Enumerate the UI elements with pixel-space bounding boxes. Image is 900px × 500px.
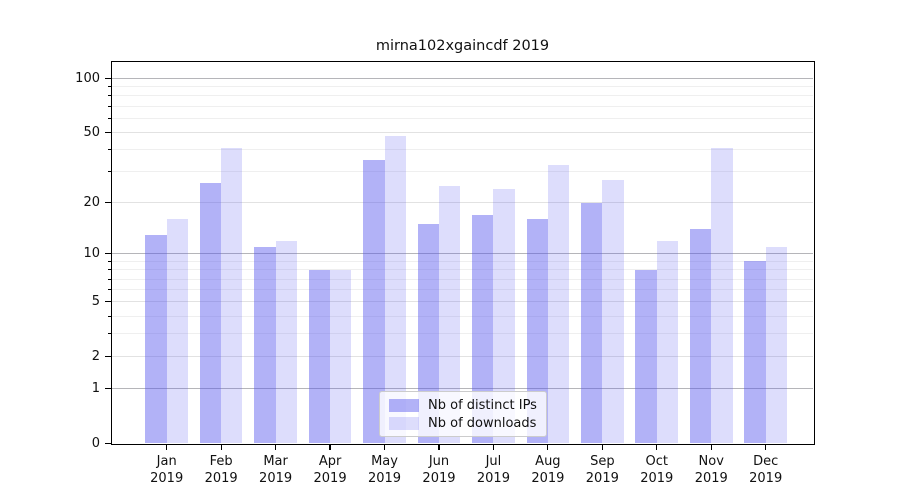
x-tick-label: Dec 2019 xyxy=(749,453,783,486)
x-tickmark xyxy=(329,443,331,450)
legend-swatch-distinct-ips-icon xyxy=(389,398,419,412)
x-tickmark xyxy=(220,443,222,450)
x-tick-label: Sep 2019 xyxy=(585,453,619,486)
bar-distinct-ips xyxy=(145,234,167,444)
bar-distinct-ips xyxy=(526,219,548,444)
y-minor-tickmark xyxy=(108,171,112,173)
y-tickmark xyxy=(105,442,112,445)
y-minor-tickmark xyxy=(108,117,112,119)
x-tick-label: Mar 2019 xyxy=(259,453,293,486)
y-tickmark xyxy=(105,202,112,204)
chart-title: mirna102xgaincdf 2019 xyxy=(375,38,550,54)
y-tickmark xyxy=(105,131,112,134)
y-tick-label: 100 xyxy=(75,70,100,86)
bar-downloads xyxy=(330,269,352,444)
bar-downloads xyxy=(275,240,297,444)
y-tickmark xyxy=(105,77,112,80)
x-tick-label: Nov 2019 xyxy=(694,453,728,486)
y-minor-tickmark xyxy=(108,315,112,317)
y-tickmark xyxy=(105,388,112,390)
bar-distinct-ips xyxy=(744,261,766,444)
y-tick-label: 0 xyxy=(91,435,100,451)
y-minor-tickmark xyxy=(108,289,112,291)
x-tick-label: Oct 2019 xyxy=(640,453,674,486)
plot-border xyxy=(110,60,815,445)
bar-distinct-ips xyxy=(417,224,439,444)
y-minor-tickmark xyxy=(108,260,112,262)
bar-downloads xyxy=(602,179,624,444)
y-tick-label: 5 xyxy=(91,293,100,309)
x-tick-label: Jan 2019 xyxy=(150,453,184,486)
bar-distinct-ips xyxy=(581,202,603,444)
y-minor-tickmark xyxy=(108,149,112,151)
x-tick-label: Apr 2019 xyxy=(313,453,347,486)
y-minor-tickmark xyxy=(108,333,112,335)
x-tickmark xyxy=(275,443,277,450)
y-minor-tickmark xyxy=(108,86,112,88)
bar-distinct-ips xyxy=(308,269,331,444)
x-tickmark xyxy=(710,443,712,450)
y-tick-label: 1 xyxy=(91,380,100,396)
y-minor-tickmark xyxy=(108,278,112,280)
x-tickmark xyxy=(601,443,603,450)
y-tickmark xyxy=(105,356,112,358)
x-tick-label: May 2019 xyxy=(367,453,402,486)
x-tickmark xyxy=(547,443,549,450)
x-tickmark xyxy=(166,443,168,450)
y-minor-tickmark xyxy=(108,105,112,107)
x-tick-label: Feb 2019 xyxy=(204,453,238,486)
y-tickmark xyxy=(105,301,112,303)
bar-downloads xyxy=(166,219,188,444)
y-tickmark xyxy=(105,253,112,255)
y-tick-label: 10 xyxy=(83,245,100,261)
y-tick-label: 50 xyxy=(83,124,100,140)
x-tickmark xyxy=(492,443,494,450)
bar-downloads xyxy=(765,246,787,444)
bar-downloads xyxy=(221,147,243,444)
bar-distinct-ips xyxy=(689,229,712,444)
bar-downloads xyxy=(656,240,679,444)
bar-distinct-ips xyxy=(254,246,276,444)
x-tickmark xyxy=(383,443,386,450)
x-tick-label: Aug 2019 xyxy=(531,453,565,486)
legend-label-distinct-ips: Nb of distinct IPs xyxy=(428,397,537,413)
legend-label-downloads: Nb of downloads xyxy=(428,415,537,431)
y-minor-tickmark xyxy=(108,95,112,97)
bar-distinct-ips xyxy=(199,182,222,444)
legend-swatch-downloads-icon xyxy=(389,416,419,430)
x-tickmark xyxy=(765,443,767,450)
bar-distinct-ips xyxy=(363,160,385,444)
x-tickmark xyxy=(438,443,440,450)
legend-item-downloads: Nb of downloads xyxy=(389,416,537,431)
y-tick-label: 2 xyxy=(91,348,100,364)
x-tick-label: Jul 2019 xyxy=(476,453,510,486)
legend-item-distinct-ips: Nb of distinct IPs xyxy=(389,398,537,413)
bar-distinct-ips xyxy=(472,214,494,444)
y-minor-tickmark xyxy=(108,269,112,271)
bar-downloads xyxy=(547,164,570,444)
legend: Nb of distinct IPs Nb of downloads xyxy=(379,391,547,437)
bar-downloads xyxy=(384,135,406,444)
x-tick-label: Jun 2019 xyxy=(422,453,456,486)
bar-distinct-ips xyxy=(635,269,657,444)
y-tick-label: 20 xyxy=(83,194,100,210)
bar-downloads xyxy=(493,188,515,444)
bar-downloads xyxy=(438,185,461,444)
x-tickmark xyxy=(656,443,658,450)
bar-downloads xyxy=(711,147,733,444)
